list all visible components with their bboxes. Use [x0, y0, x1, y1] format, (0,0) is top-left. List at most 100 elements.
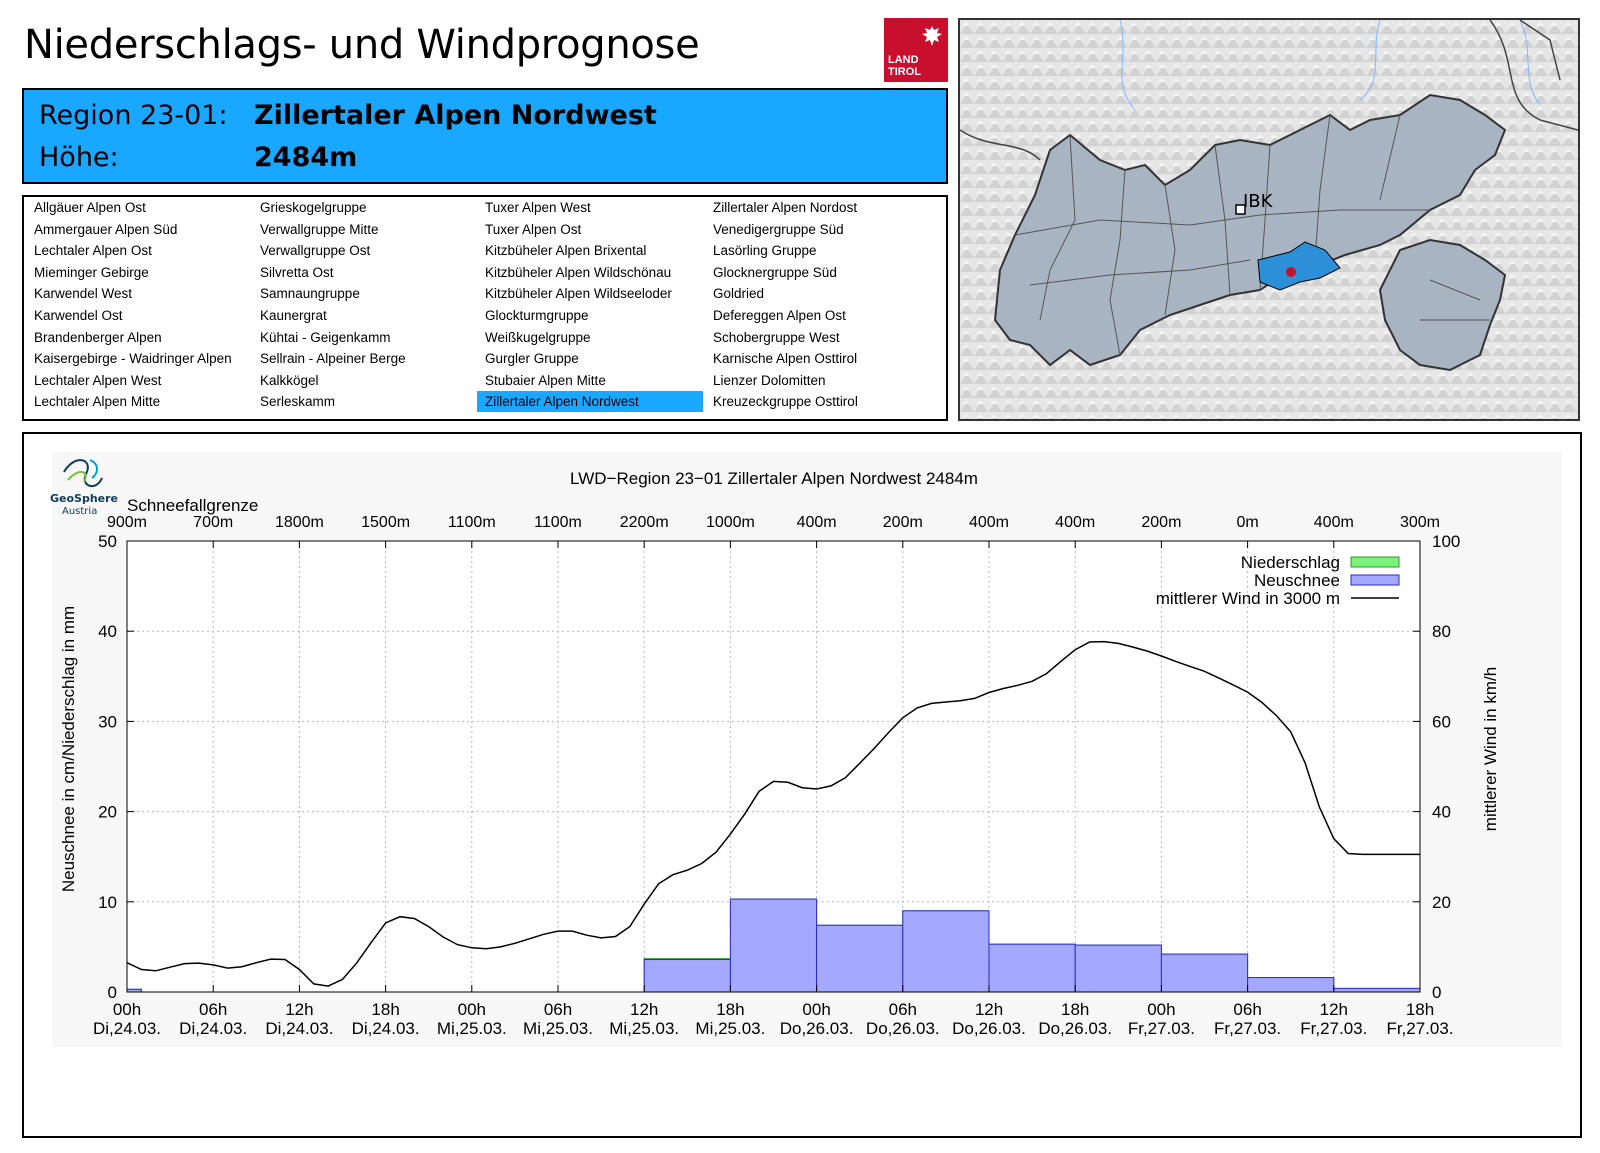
region-list-item[interactable]: Glocknergruppe Süd	[713, 264, 837, 280]
map-region-marker	[1286, 267, 1296, 277]
snowline-label: 400m	[969, 514, 1009, 531]
wind-line	[126, 640, 1420, 987]
snow-bar	[902, 910, 990, 993]
x-tick-label-date: Mi,25.03.	[437, 1019, 507, 1038]
y2-tick-label: 80	[1432, 622, 1451, 641]
snowline-label: 300m	[1400, 514, 1440, 531]
snow-bar	[1247, 977, 1335, 993]
region-list-item[interactable]: Samnaungruppe	[260, 286, 360, 302]
region-list-item[interactable]: Tuxer Alpen Ost	[485, 221, 582, 237]
y-tick-label: 10	[98, 893, 117, 912]
x-tick-label-date: Do,26.03.	[1038, 1019, 1112, 1038]
map-city-label: IBK	[1243, 191, 1274, 212]
region-list-item[interactable]: Zillertaler Alpen Nordwest	[477, 391, 703, 413]
y-axis-label: Neuschnee in cm/Niederschlag in mm	[59, 606, 78, 892]
eagle-icon	[922, 26, 942, 46]
map-svg: IBK	[960, 20, 1578, 419]
geosphere-logo-icon	[67, 471, 87, 483]
x-tick-label-date: Mi,25.03.	[695, 1019, 765, 1038]
logo-text: LAND TIROL	[888, 54, 921, 78]
y-tick-label: 40	[98, 622, 117, 641]
region-list-item[interactable]: Silvretta Ost	[260, 264, 334, 280]
map-selected-region[interactable]	[1257, 241, 1341, 291]
snowline-label: 1100m	[448, 514, 496, 531]
region-list-item[interactable]: Venedigergruppe Süd	[713, 221, 844, 237]
region-list-item[interactable]: Kitzbüheler Alpen Wildschönau	[485, 264, 672, 280]
region-list-item[interactable]: Schobergruppe West	[713, 329, 840, 345]
page-title: Niederschlags- und Windprognose	[24, 22, 700, 68]
region-list-item[interactable]: Karwendel West	[34, 286, 133, 302]
region-list-item[interactable]: Kalkkögel	[260, 372, 319, 388]
snowline-label: 200m	[883, 514, 923, 531]
snowline-label: 1500m	[361, 514, 410, 531]
x-tick-label-date: Fr,27.03.	[1214, 1019, 1281, 1038]
region-list-item[interactable]: Kitzbüheler Alpen Wildseeloder	[485, 286, 672, 302]
region-list-item[interactable]: Sellrain - Alpeiner Berge	[260, 351, 406, 367]
snowline-label: 400m	[1055, 514, 1095, 531]
region-list-item[interactable]: Kitzbüheler Alpen Brixental	[485, 243, 647, 259]
y2-tick-label: 20	[1432, 893, 1451, 912]
snowline-title: Schneefallgrenze	[127, 496, 258, 515]
region-list-item[interactable]: Kaisergebirge - Waidringer Alpen	[34, 351, 232, 367]
snow-bar	[643, 959, 731, 993]
region-list-item[interactable]: Stubaier Alpen Mitte	[485, 372, 606, 388]
region-list-item[interactable]: Lechtaler Alpen West	[34, 372, 162, 388]
map-river	[1359, 20, 1381, 101]
region-list-item[interactable]: Verwallgruppe Ost	[260, 243, 371, 259]
region-list-item[interactable]: Mieminger Gebirge	[34, 264, 149, 280]
chart-axes: 00hDi,24.03.900m06hDi,24.03.700m12hDi,24…	[93, 514, 1460, 1038]
snow-bar	[816, 924, 904, 993]
x-tick-label-time: 18h	[371, 1000, 399, 1019]
x-tick-label-time: 18h	[1061, 1000, 1089, 1019]
x-tick-label-time: 06h	[889, 1000, 917, 1019]
region-list-item[interactable]: Kreuzeckgruppe Osttirol	[713, 394, 858, 410]
region-list-item[interactable]: Grieskogelgruppe	[260, 200, 367, 215]
y-tick-label: 50	[98, 532, 117, 551]
region-list-item[interactable]: Lechtaler Alpen Ost	[34, 243, 152, 259]
legend-label: mittlerer Wind in 3000 m	[1156, 589, 1340, 608]
region-list-item[interactable]: Gurgler Gruppe	[485, 351, 579, 367]
region-label: Region 23-01:	[39, 100, 228, 131]
region-list-item[interactable]: Allgäuer Alpen Ost	[34, 200, 146, 215]
region-list-item[interactable]: Defereggen Alpen Ost	[713, 308, 846, 323]
region-list-item[interactable]: Ammergauer Alpen Süd	[34, 221, 178, 237]
x-tick-label-time: 18h	[1406, 1000, 1434, 1019]
x-tick-label-date: Di,24.03.	[352, 1019, 420, 1038]
region-list-item[interactable]: Zillertaler Alpen Nordost	[713, 200, 858, 215]
y2-tick-label: 0	[1432, 983, 1441, 1002]
snowline-label: 2200m	[620, 514, 669, 531]
region-list-item[interactable]: Lienzer Dolomitten	[713, 372, 826, 388]
legend-label: Niederschlag	[1241, 553, 1340, 572]
region-list-item[interactable]: Tuxer Alpen West	[485, 200, 591, 215]
snowline-label: 900m	[107, 514, 147, 531]
snow-bar	[1160, 953, 1249, 993]
region-list-item[interactable]: Karwendel Ost	[34, 308, 123, 323]
geosphere-logo-text: Austria	[62, 506, 97, 517]
x-tick-label-time: 00h	[802, 1000, 830, 1019]
region-list-item[interactable]: Goldried	[713, 286, 765, 302]
region-list-item[interactable]: Lechtaler Alpen Mitte	[34, 394, 161, 410]
region-list-item[interactable]: Lasörling Gruppe	[713, 243, 817, 259]
snowline-label: 400m	[1314, 514, 1354, 531]
snowline-label: 700m	[193, 514, 233, 531]
region-list-item[interactable]: Glockturmgruppe	[485, 308, 589, 323]
x-tick-label-date: Mi,25.03.	[523, 1019, 593, 1038]
x-tick-label-date: Do,26.03.	[780, 1019, 854, 1038]
x-tick-label-time: 06h	[1233, 1000, 1261, 1019]
snowline-label: 1000m	[706, 514, 755, 531]
map-river	[1519, 20, 1541, 106]
region-list-item[interactable]: Weißkugelgruppe	[485, 329, 591, 345]
y2-tick-label: 40	[1432, 803, 1451, 822]
region-list-item[interactable]: Karnische Alpen Osttirol	[713, 351, 858, 367]
region-list-item[interactable]: Kaunergrat	[260, 308, 327, 323]
region-name: Zillertaler Alpen Nordwest	[254, 100, 657, 131]
region-map[interactable]: IBK	[958, 18, 1580, 421]
x-tick-label-date: Do,26.03.	[952, 1019, 1026, 1038]
snowline-label: 200m	[1141, 514, 1181, 531]
region-list-item[interactable]: Verwallgruppe Mitte	[260, 221, 379, 237]
x-tick-label-date: Di,24.03.	[265, 1019, 333, 1038]
region-list-item[interactable]: Brandenberger Alpen	[34, 329, 162, 345]
region-list-item[interactable]: Serleskamm	[260, 394, 336, 410]
region-list-item[interactable]: Kühtai - Geigenkamm	[260, 329, 391, 345]
